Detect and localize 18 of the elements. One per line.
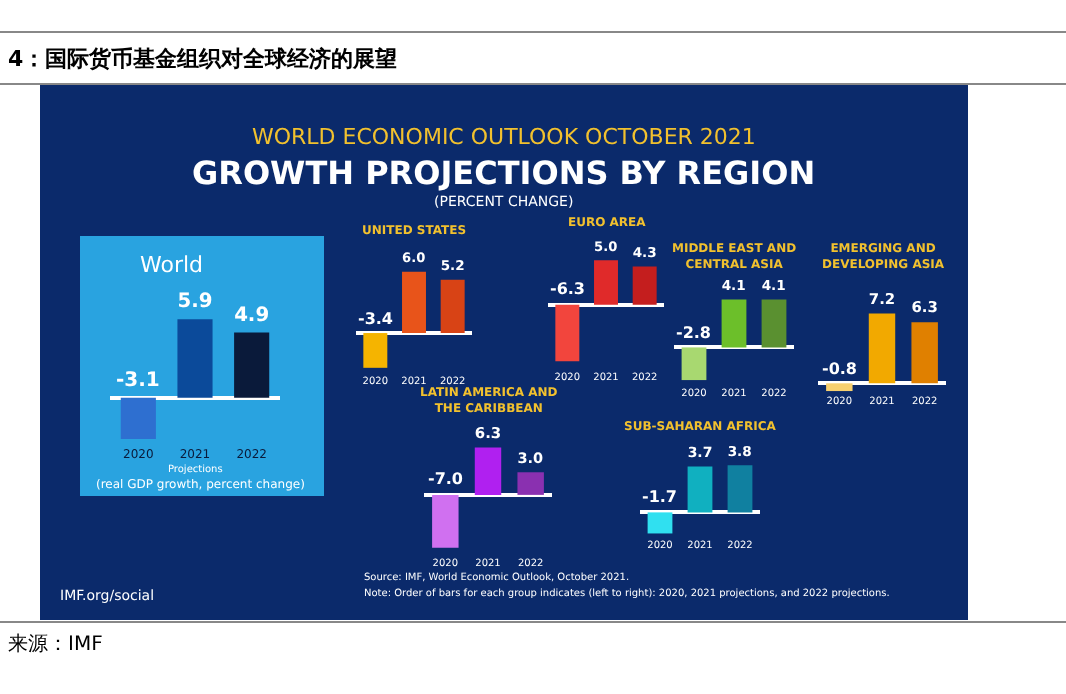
text: 4：国际货币基金组织对全球经济的展望 bbox=[8, 46, 398, 72]
text: GROWTH PROJECTIONS BY REGION bbox=[192, 154, 816, 192]
data-label: 5.9 bbox=[177, 291, 213, 314]
data-label: -6.3 bbox=[550, 280, 585, 298]
source-note: 来源：IMF bbox=[8, 632, 104, 656]
chart-title: World bbox=[140, 252, 204, 278]
data-label: -2.8 bbox=[676, 324, 712, 342]
data-label: -3.4 bbox=[358, 310, 394, 328]
data-label: 6.3 bbox=[911, 298, 938, 317]
text: WORLD ECONOMIC OUTLOOK OCTOBER 2021 bbox=[252, 124, 756, 150]
data-label: -7.0 bbox=[428, 470, 464, 488]
data-label: 3.0 bbox=[517, 448, 544, 467]
data-label: -0.8 bbox=[822, 360, 858, 378]
data-label: -1.7 bbox=[642, 488, 677, 506]
data-label: 4.9 bbox=[234, 304, 270, 327]
data-label: -3.1 bbox=[116, 370, 160, 392]
data-label: 6.3 bbox=[474, 423, 502, 442]
data-label: 7.2 bbox=[868, 289, 896, 308]
